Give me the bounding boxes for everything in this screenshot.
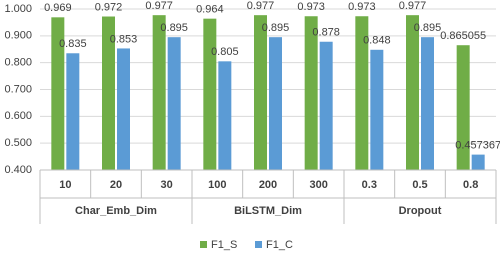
legend-swatch — [255, 241, 262, 248]
y-tick-label: 0.800 — [4, 57, 32, 69]
value-label: 0.972 — [95, 1, 123, 13]
value-label: 0.848 — [363, 35, 391, 47]
x-tick-label: 0.5 — [412, 179, 427, 191]
value-label: 0.977 — [399, 0, 427, 12]
group-label: Dropout — [399, 205, 442, 217]
value-label: 0.973 — [297, 1, 325, 13]
bar — [269, 37, 282, 170]
value-label: 0.895 — [160, 22, 188, 34]
bar — [421, 37, 434, 170]
bar — [456, 45, 470, 170]
value-label: 0.865055 — [440, 30, 486, 42]
x-tick-label: 30 — [161, 179, 173, 191]
value-label: 0.969 — [44, 2, 72, 14]
bar — [304, 16, 318, 171]
value-label: 0.895 — [262, 22, 290, 34]
x-tick-label: 0.8 — [463, 179, 478, 191]
value-label: 0.853 — [110, 33, 138, 45]
bar — [152, 15, 166, 171]
bar — [167, 37, 181, 170]
x-tick-label: 0.3 — [362, 179, 377, 191]
value-label: 0.805 — [211, 46, 239, 58]
legend-swatch — [200, 241, 207, 248]
value-label: 0.973 — [348, 1, 376, 13]
y-tick-label: 0.600 — [4, 110, 32, 122]
y-tick-label: 0.900 — [4, 30, 32, 42]
group-label: Char_Emb_Dim — [75, 205, 157, 217]
bar — [66, 53, 80, 170]
value-label: 0.835 — [59, 38, 87, 50]
y-tick-label: 0.700 — [4, 83, 32, 95]
bar — [319, 41, 333, 171]
group-label: BiLSTM_Dim — [234, 205, 302, 217]
bar — [51, 17, 65, 171]
x-tick-label: 300 — [309, 179, 327, 191]
bar — [355, 16, 369, 171]
x-tick-label: 200 — [259, 179, 277, 191]
value-label: 0.457367 — [455, 140, 500, 152]
bar — [471, 154, 485, 170]
legend-label: F1_C — [266, 239, 293, 251]
bar — [203, 18, 217, 170]
x-tick-label: 100 — [208, 179, 226, 191]
bar — [406, 15, 419, 171]
y-tick-label: 0.400 — [4, 164, 32, 176]
value-label: 0.895 — [414, 22, 442, 34]
x-tick-label: 10 — [59, 179, 71, 191]
y-tick-label: 0.500 — [4, 137, 32, 149]
bar — [117, 48, 130, 170]
bar — [218, 61, 232, 171]
bar — [370, 49, 384, 170]
value-label: 0.878 — [312, 27, 340, 39]
bar — [102, 16, 115, 170]
value-label: 0.964 — [196, 4, 224, 16]
value-label: 0.977 — [145, 0, 173, 12]
value-label: 0.977 — [247, 0, 275, 12]
y-tick-label: 1.000 — [4, 3, 32, 15]
legend-label: F1_S — [211, 239, 237, 251]
bar — [254, 15, 267, 171]
x-tick-label: 20 — [110, 179, 122, 191]
